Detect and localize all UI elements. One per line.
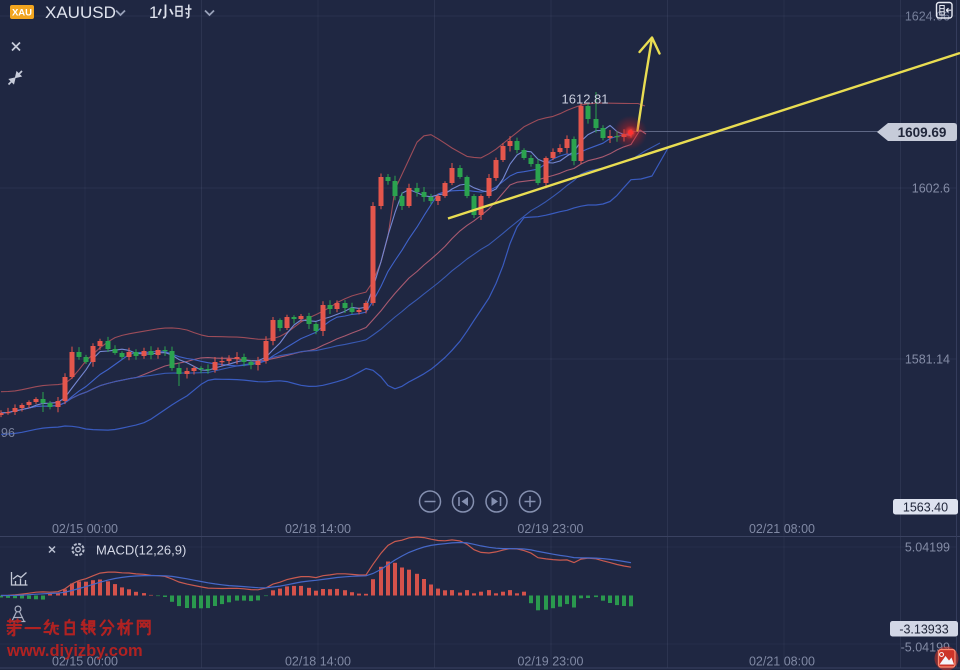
svg-text:-3.13933: -3.13933	[899, 623, 948, 637]
svg-text:02/15 00:00: 02/15 00:00	[52, 522, 118, 536]
svg-text:1624.06: 1624.06	[905, 10, 950, 24]
svg-text:XAUUSD: XAUUSD	[45, 3, 116, 22]
svg-text:XAU: XAU	[12, 8, 32, 19]
svg-text:1: 1	[149, 3, 158, 22]
svg-text:1581.14: 1581.14	[905, 353, 950, 367]
svg-text:02/18 14:00: 02/18 14:00	[285, 655, 351, 669]
svg-text:www.diyizby.com: www.diyizby.com	[6, 642, 143, 660]
svg-text:02/19 23:00: 02/19 23:00	[517, 655, 583, 669]
svg-text:02/21 08:00: 02/21 08:00	[749, 522, 815, 536]
svg-text:02/19 23:00: 02/19 23:00	[517, 522, 583, 536]
svg-text:02/18 14:00: 02/18 14:00	[285, 522, 351, 536]
svg-text:96: 96	[1, 426, 15, 440]
svg-text:1612.81: 1612.81	[562, 92, 609, 107]
svg-text:1563.40: 1563.40	[903, 501, 948, 515]
svg-text:02/21 08:00: 02/21 08:00	[749, 655, 815, 669]
svg-text:1609.69: 1609.69	[898, 125, 947, 140]
svg-text:02/15 00:00: 02/15 00:00	[52, 655, 118, 669]
svg-text:1602.6: 1602.6	[912, 182, 950, 196]
svg-text:5.04199: 5.04199	[905, 541, 950, 555]
svg-text:MACD(12,26,9): MACD(12,26,9)	[96, 543, 186, 558]
